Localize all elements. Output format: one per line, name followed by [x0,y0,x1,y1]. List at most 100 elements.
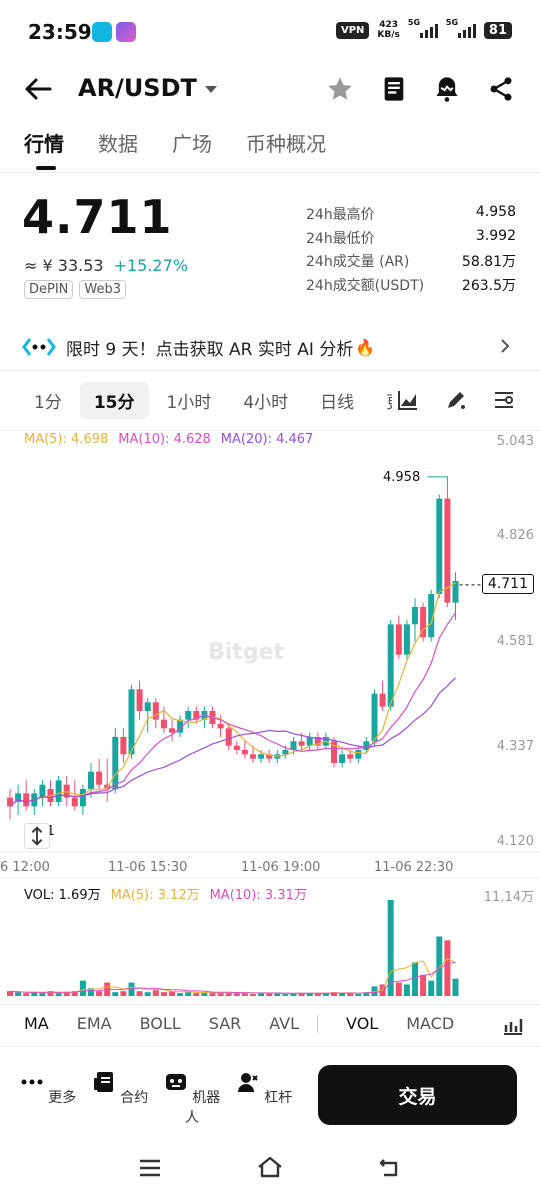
indicator-boll[interactable]: BOLL [139,1014,181,1033]
signal-icon: 5G [408,18,438,38]
candle-body [290,741,297,750]
candle-body [55,780,62,802]
volume-bar [314,993,321,996]
interval-1d[interactable]: 日线 [320,393,355,413]
candle-body [233,745,240,750]
candle-body [201,710,208,720]
y-tick-label: 5.043 [496,434,534,449]
leverage-label: 杠杆 [264,1090,293,1106]
leverage-button[interactable]: 杠杆 [234,1070,294,1107]
volume-bar [395,982,402,996]
fire-icon: 🔥 [355,337,376,357]
candle-body [314,736,321,746]
candle-body [428,593,435,638]
candle-body [112,736,119,789]
vol-legend: VOL: 1.69万 MA(5): 3.12万 MA(10): 3.31万 [24,884,307,903]
contract-label: 合约 [120,1090,149,1106]
menu-icon[interactable] [138,1158,162,1178]
bottom-action-bar: 更多 合约 机器人 杠杆 交易 [0,1062,540,1128]
candle-body [217,723,224,729]
volume-bar [55,993,62,996]
divider [0,430,540,431]
volume-bar [387,900,394,996]
interval-more[interactable]: 更 [372,382,392,419]
volume-bar [209,992,216,996]
candle-body [177,719,184,733]
candle-body [395,624,402,655]
candle-body [241,749,248,755]
volume-bar [169,991,175,996]
more-button[interactable]: 更多 [18,1070,78,1107]
pair-selector[interactable]: AR/USDT [78,74,217,102]
interval-1m[interactable]: 1分 [34,393,62,413]
indicator-ma[interactable]: MA [24,1014,49,1033]
indicator-sar[interactable]: SAR [208,1014,242,1033]
interval-1h[interactable]: 1小时 [166,393,212,413]
volume-bar [266,993,273,996]
candle-body [136,689,143,711]
volume-bar [428,980,435,996]
vol-max-label: 11.14万 [483,890,534,905]
volume-bar [185,992,192,996]
bell-icon[interactable] [433,75,461,103]
divider [0,370,540,371]
volume-bar [217,993,224,996]
volume-bar [282,994,289,996]
contract-button[interactable]: 合约 [90,1070,150,1107]
high-marker-line [427,476,448,486]
notebook-icon[interactable] [380,75,408,103]
candle-body [403,624,410,655]
tab-data[interactable]: 数据 [98,132,138,156]
volume-bar [298,993,305,996]
candle-body [128,689,135,755]
volume-bar [258,993,265,996]
vertical-scale-icon[interactable] [24,823,50,849]
volume-bar [7,991,13,996]
volume-bar [71,991,78,996]
divider [317,1014,319,1033]
ma5-line [9,582,456,807]
legend-vma5: MA(5): 3.12万 [110,888,200,903]
tab-square[interactable]: 广场 [172,132,212,156]
x-tick-label: 11-06 15:30 [108,860,188,875]
tag-depin[interactable]: DePIN [24,280,74,299]
volume-bar [347,993,354,996]
candle-body [160,719,167,729]
indicator-macd[interactable]: MACD [406,1014,455,1033]
y-tick-label: 4.337 [496,739,534,754]
battery-icon: 81 [483,21,512,39]
chart-settings-icon[interactable] [492,388,516,412]
price-cny-row: ≈ ¥ 33.53 +15.27% [24,256,188,275]
indicator-vol[interactable]: VOL [346,1014,379,1033]
back-icon[interactable] [378,1156,402,1178]
candle-body [452,580,459,603]
interval-15m[interactable]: 15分 [79,382,149,419]
main-tabs: 行情 数据 广场 币种概况 [24,128,326,170]
candle-body [169,728,175,733]
legend-ma20: MA(20): 4.467 [220,432,314,447]
candle-body [258,754,265,759]
chart-type-icon[interactable] [396,388,420,412]
robot-button[interactable]: 机器人 [162,1070,222,1127]
app-notification-icon [92,22,112,42]
indicator-avl[interactable]: AVL [269,1014,300,1033]
star-icon[interactable] [326,75,354,103]
indicator-ema[interactable]: EMA [76,1014,112,1033]
interval-4h[interactable]: 4小时 [243,393,289,413]
volume-bar [23,993,30,996]
volume-bar [355,994,362,996]
tag-web3[interactable]: Web3 [79,280,127,299]
ai-analysis-banner[interactable]: 限时 9 天！点击获取 AR 实时 AI 分析 🔥 [22,332,518,362]
indicator-settings-icon[interactable] [502,1014,524,1036]
trade-button[interactable]: 交易 [318,1065,517,1125]
share-icon[interactable] [487,75,515,103]
tab-market[interactable]: 行情 [24,128,64,170]
home-icon[interactable] [256,1155,284,1179]
tab-overview[interactable]: 币种概况 [246,132,326,156]
draw-tool-icon[interactable] [444,388,468,412]
price-cny: ≈ ¥ 33.53 [24,256,104,275]
candle-body [379,693,386,707]
candlestick-chart[interactable] [0,430,540,1012]
candle-body [331,741,337,763]
back-arrow-icon[interactable] [24,76,52,102]
